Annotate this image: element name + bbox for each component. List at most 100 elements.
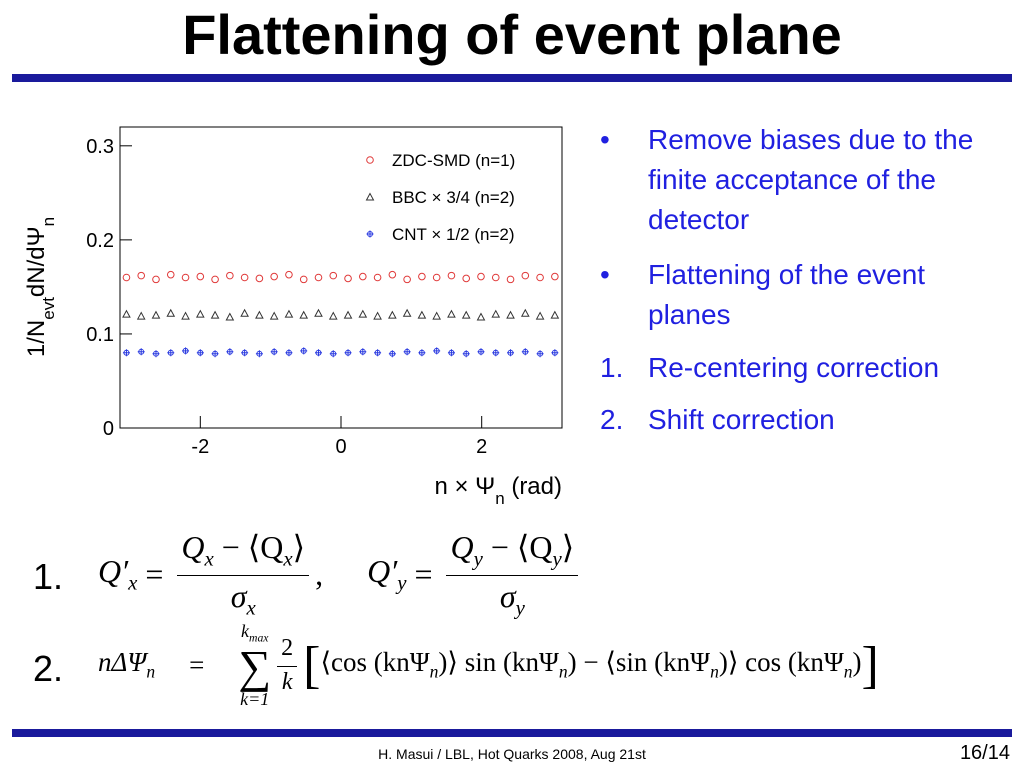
data-point — [462, 274, 471, 283]
data-point — [388, 310, 397, 319]
data-point — [240, 308, 249, 317]
math-text: 2 — [277, 635, 298, 667]
bullet-marker: 1. — [600, 352, 624, 383]
data-point — [433, 347, 441, 355]
data-point — [491, 273, 500, 282]
data-point — [285, 270, 293, 279]
math-sub: y — [473, 547, 483, 571]
bullet-text: Remove biases due to the finite acceptan… — [648, 124, 974, 235]
data-point — [535, 311, 545, 320]
math-text: k — [241, 620, 249, 641]
data-point — [300, 347, 308, 355]
data-point — [359, 272, 367, 281]
data-point — [122, 309, 131, 318]
data-point — [477, 348, 485, 356]
math-text: Q — [450, 529, 474, 565]
math-text: ) — [852, 647, 862, 678]
math-sub: y — [552, 547, 562, 571]
data-point — [521, 271, 530, 280]
data-point — [255, 274, 264, 283]
math-text: ⟨cos (knΨ — [320, 647, 430, 678]
math-sub: max — [249, 631, 269, 645]
math-text: , — [315, 555, 324, 592]
data-point — [182, 347, 190, 355]
math-sub: n — [146, 661, 156, 682]
data-point — [550, 310, 560, 319]
data-point — [492, 349, 500, 357]
data-point — [417, 310, 427, 319]
data-point — [166, 270, 175, 279]
data-point — [551, 349, 559, 357]
bullet-marker: • — [600, 259, 610, 290]
equation: Q′x = Qx − ⟨Qx⟩ σx , Q′y = Qy − ⟨Qy⟩ σy — [98, 528, 584, 621]
data-point — [536, 273, 544, 282]
data-point — [122, 349, 130, 357]
legend-label: BBC × 3/4 (n=2) — [392, 188, 515, 207]
data-point — [462, 350, 470, 358]
math-text: = — [145, 555, 164, 592]
data-point — [521, 348, 529, 356]
data-point — [196, 272, 205, 281]
bullet-marker: 2. — [600, 404, 624, 435]
data-point — [152, 275, 160, 284]
math-sub: y — [397, 571, 407, 595]
data-point — [374, 349, 382, 357]
data-point — [137, 271, 146, 280]
data-point — [211, 275, 219, 284]
data-point — [373, 311, 382, 320]
data-point — [491, 309, 501, 318]
math-sub: x — [204, 547, 214, 571]
math-text: ) − ⟨sin (knΨ — [567, 647, 711, 678]
data-point — [477, 272, 485, 281]
math-text: nΔΨ — [98, 647, 147, 678]
data-point — [167, 349, 175, 357]
math-text: = — [414, 555, 433, 592]
math-text: σ — [499, 578, 516, 615]
data-point — [418, 349, 426, 357]
legend-marker — [366, 156, 374, 164]
math-text: k=1 — [240, 689, 270, 710]
data-point — [461, 310, 471, 319]
math-text: Q — [181, 529, 205, 565]
data-point — [285, 349, 293, 357]
x-axis-label-part: (rad) — [505, 473, 562, 500]
y-axis-label-part: dN/dΨ — [23, 226, 50, 297]
data-point — [151, 310, 161, 319]
fraction: Qy − ⟨Qy⟩ σy — [446, 528, 579, 621]
footer-text: H. Masui / LBL, Hot Quarks 2008, Aug 21s… — [378, 746, 646, 762]
data-point — [403, 275, 411, 284]
data-point — [447, 309, 456, 318]
data-point — [403, 348, 411, 356]
fraction: Qx − ⟨Qx⟩ σx — [177, 528, 310, 621]
math-text: [ — [303, 636, 321, 694]
data-point — [388, 270, 397, 279]
data-point — [329, 350, 337, 358]
data-point — [225, 312, 235, 321]
math-text: ] — [861, 636, 879, 694]
data-point — [343, 310, 353, 319]
data-point — [122, 273, 131, 282]
data-point — [284, 309, 294, 318]
data-point — [329, 271, 338, 280]
data-point — [241, 349, 249, 357]
math-text: ⟩ — [292, 529, 306, 565]
math-text: − ⟨Q — [213, 529, 284, 565]
data-point — [226, 348, 234, 356]
y-tick-label: 0.2 — [86, 230, 114, 252]
bullet: 1. Re-centering correction — [600, 348, 1010, 388]
data-point — [136, 311, 146, 320]
data-point — [270, 348, 278, 356]
math-sub: x — [283, 547, 293, 571]
data-point — [181, 311, 190, 320]
x-tick-label: 0 — [335, 436, 346, 458]
data-point — [314, 308, 323, 317]
x-tick-label: 2 — [476, 436, 487, 458]
data-point — [210, 310, 220, 319]
y-axis-label: 1/NevtdN/dΨn — [23, 217, 58, 357]
data-point — [447, 271, 456, 280]
data-point — [402, 308, 412, 317]
